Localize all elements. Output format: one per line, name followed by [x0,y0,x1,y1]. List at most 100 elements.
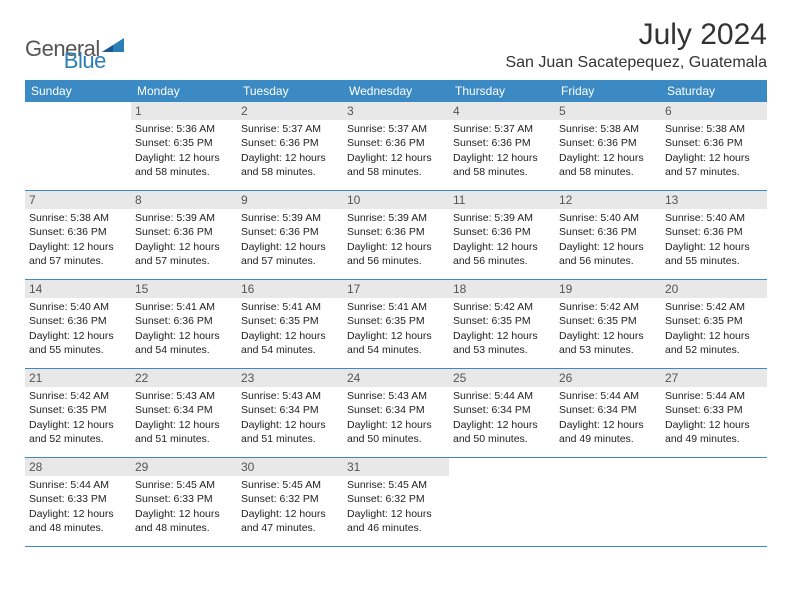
sunrise-text: Sunrise: 5:44 AM [665,389,763,403]
day-cell: 30Sunrise: 5:45 AMSunset: 6:32 PMDayligh… [237,458,343,546]
sunset-text: Sunset: 6:35 PM [241,314,339,328]
day-number: 31 [343,458,449,476]
day-cell: 17Sunrise: 5:41 AMSunset: 6:35 PMDayligh… [343,280,449,368]
weeks-container: 1Sunrise: 5:36 AMSunset: 6:35 PMDaylight… [25,102,767,547]
day-number: 2 [237,102,343,120]
daylight-text: Daylight: 12 hours and 58 minutes. [347,151,445,179]
sunset-text: Sunset: 6:35 PM [29,403,127,417]
sunset-text: Sunset: 6:36 PM [347,136,445,150]
sunset-text: Sunset: 6:36 PM [135,225,233,239]
day-number: 9 [237,191,343,209]
day-cell: 7Sunrise: 5:38 AMSunset: 6:36 PMDaylight… [25,191,131,279]
sunrise-text: Sunrise: 5:39 AM [241,211,339,225]
daylight-text: Daylight: 12 hours and 48 minutes. [29,507,127,535]
day-cell: 9Sunrise: 5:39 AMSunset: 6:36 PMDaylight… [237,191,343,279]
sunset-text: Sunset: 6:36 PM [29,225,127,239]
sunrise-text: Sunrise: 5:41 AM [347,300,445,314]
daylight-text: Daylight: 12 hours and 50 minutes. [453,418,551,446]
day-number: 29 [131,458,237,476]
sunrise-text: Sunrise: 5:40 AM [559,211,657,225]
day-content: Sunrise: 5:42 AMSunset: 6:35 PMDaylight:… [555,298,661,361]
month-title: July 2024 [505,18,767,52]
day-cell: 18Sunrise: 5:42 AMSunset: 6:35 PMDayligh… [449,280,555,368]
day-content: Sunrise: 5:45 AMSunset: 6:33 PMDaylight:… [131,476,237,539]
day-cell: 13Sunrise: 5:40 AMSunset: 6:36 PMDayligh… [661,191,767,279]
daylight-text: Daylight: 12 hours and 56 minutes. [559,240,657,268]
week-row: 1Sunrise: 5:36 AMSunset: 6:35 PMDaylight… [25,102,767,191]
day-content: Sunrise: 5:42 AMSunset: 6:35 PMDaylight:… [25,387,131,450]
day-cell: 5Sunrise: 5:38 AMSunset: 6:36 PMDaylight… [555,102,661,190]
day-number: 24 [343,369,449,387]
sunrise-text: Sunrise: 5:45 AM [241,478,339,492]
header: General Blue July 2024 San Juan Sacatepe… [25,18,767,74]
daylight-text: Daylight: 12 hours and 54 minutes. [135,329,233,357]
day-content: Sunrise: 5:37 AMSunset: 6:36 PMDaylight:… [449,120,555,183]
week-row: 7Sunrise: 5:38 AMSunset: 6:36 PMDaylight… [25,191,767,280]
sunrise-text: Sunrise: 5:43 AM [347,389,445,403]
sunset-text: Sunset: 6:36 PM [665,225,763,239]
sunset-text: Sunset: 6:36 PM [347,225,445,239]
sunrise-text: Sunrise: 5:39 AM [135,211,233,225]
sunset-text: Sunset: 6:34 PM [347,403,445,417]
daylight-text: Daylight: 12 hours and 56 minutes. [347,240,445,268]
day-content: Sunrise: 5:44 AMSunset: 6:34 PMDaylight:… [449,387,555,450]
day-cell: 15Sunrise: 5:41 AMSunset: 6:36 PMDayligh… [131,280,237,368]
day-number: 18 [449,280,555,298]
sunset-text: Sunset: 6:36 PM [559,136,657,150]
daylight-text: Daylight: 12 hours and 58 minutes. [241,151,339,179]
week-row: 28Sunrise: 5:44 AMSunset: 6:33 PMDayligh… [25,458,767,547]
sunset-text: Sunset: 6:35 PM [559,314,657,328]
day-number: 21 [25,369,131,387]
sunset-text: Sunset: 6:35 PM [347,314,445,328]
daylight-text: Daylight: 12 hours and 51 minutes. [135,418,233,446]
day-content: Sunrise: 5:40 AMSunset: 6:36 PMDaylight:… [661,209,767,272]
sunrise-text: Sunrise: 5:39 AM [453,211,551,225]
daylight-text: Daylight: 12 hours and 57 minutes. [29,240,127,268]
day-number: 11 [449,191,555,209]
sunrise-text: Sunrise: 5:37 AM [347,122,445,136]
day-content: Sunrise: 5:39 AMSunset: 6:36 PMDaylight:… [343,209,449,272]
daylight-text: Daylight: 12 hours and 58 minutes. [559,151,657,179]
day-content: Sunrise: 5:43 AMSunset: 6:34 PMDaylight:… [237,387,343,450]
day-header-cell: Wednesday [343,80,449,102]
daylight-text: Daylight: 12 hours and 58 minutes. [453,151,551,179]
sunset-text: Sunset: 6:36 PM [453,225,551,239]
day-content: Sunrise: 5:41 AMSunset: 6:35 PMDaylight:… [237,298,343,361]
day-number: 30 [237,458,343,476]
day-content: Sunrise: 5:45 AMSunset: 6:32 PMDaylight:… [237,476,343,539]
sunrise-text: Sunrise: 5:42 AM [29,389,127,403]
sunset-text: Sunset: 6:36 PM [241,136,339,150]
daylight-text: Daylight: 12 hours and 55 minutes. [665,240,763,268]
sunrise-text: Sunrise: 5:42 AM [665,300,763,314]
logo: General Blue [25,24,106,74]
day-header-cell: Friday [555,80,661,102]
day-cell: 2 Sunrise: 5:37 AMSunset: 6:36 PMDaylight… [237,102,343,190]
day-number: 10 [343,191,449,209]
day-number: 4 [449,102,555,120]
day-cell [555,458,661,546]
day-content: Sunrise: 5:44 AMSunset: 6:33 PMDaylight:… [661,387,767,450]
day-content: Sunrise: 5:36 AMSunset: 6:35 PMDaylight:… [131,120,237,183]
sunrise-text: Sunrise: 5:43 AM [135,389,233,403]
sunset-text: Sunset: 6:33 PM [135,492,233,506]
day-content: Sunrise: 5:38 AMSunset: 6:36 PMDaylight:… [661,120,767,183]
sunrise-text: Sunrise: 5:37 AM [241,122,339,136]
day-cell [25,102,131,190]
sunset-text: Sunset: 6:35 PM [453,314,551,328]
title-block: July 2024 San Juan Sacatepequez, Guatema… [505,18,767,72]
sunrise-text: Sunrise: 5:37 AM [453,122,551,136]
day-content: Sunrise: 5:43 AMSunset: 6:34 PMDaylight:… [131,387,237,450]
daylight-text: Daylight: 12 hours and 57 minutes. [665,151,763,179]
day-number: 16 [237,280,343,298]
day-cell: 31Sunrise: 5:45 AMSunset: 6:32 PMDayligh… [343,458,449,546]
day-cell: 6Sunrise: 5:38 AMSunset: 6:36 PMDaylight… [661,102,767,190]
sunset-text: Sunset: 6:35 PM [135,136,233,150]
daylight-text: Daylight: 12 hours and 51 minutes. [241,418,339,446]
sunrise-text: Sunrise: 5:44 AM [453,389,551,403]
day-number: 15 [131,280,237,298]
day-number: 20 [661,280,767,298]
day-content: Sunrise: 5:43 AMSunset: 6:34 PMDaylight:… [343,387,449,450]
sunset-text: Sunset: 6:36 PM [29,314,127,328]
day-content: Sunrise: 5:42 AMSunset: 6:35 PMDaylight:… [449,298,555,361]
day-number: 23 [237,369,343,387]
